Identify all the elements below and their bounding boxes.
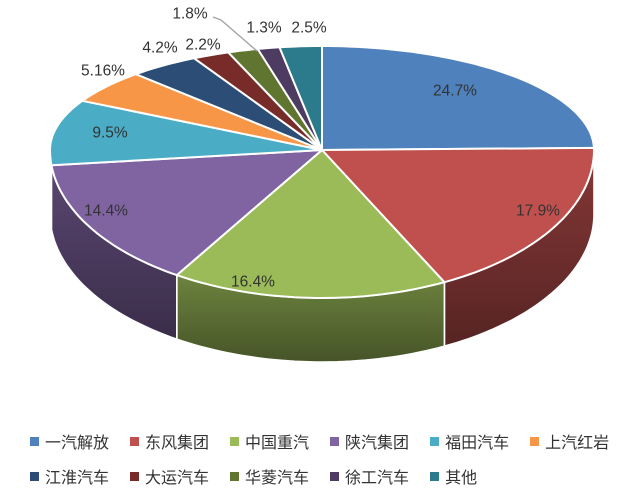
legend-swatch-icon	[130, 471, 140, 481]
legend-label: 一汽解放	[45, 435, 110, 452]
legend-swatch-icon	[230, 471, 240, 481]
data-label-8: 1.8%	[172, 5, 208, 22]
data-label-7: 2.2%	[185, 36, 221, 53]
pie-slice-2	[175, 149, 446, 299]
legend-item-0: 一汽解放	[30, 429, 109, 453]
legend-item-1: 东风集团	[130, 429, 209, 453]
data-label-3: 14.4%	[84, 202, 128, 219]
chart-legend: 一汽解放 东风集团 中国重汽 陕汽集团 福田汽车 上汽红岩江淮汽车 大运汽车 华菱汽车 徐工汽车…	[30, 429, 638, 497]
legend-label: 华菱汽车	[245, 470, 310, 487]
legend-swatch-icon	[30, 471, 39, 481]
legend-swatch-icon	[130, 436, 140, 446]
leader-line	[212, 16, 258, 52]
pie-slice-6	[134, 57, 323, 151]
legend-label: 其他	[445, 470, 478, 487]
legend-item-10: 其他	[430, 464, 477, 488]
data-label-1: 17.9%	[516, 202, 560, 219]
legend-swatch-icon	[430, 436, 440, 446]
pie-slice-10	[278, 45, 323, 151]
legend-label: 中国重汽	[245, 435, 310, 452]
legend-swatch-icon	[530, 436, 540, 446]
pie-slice-0	[321, 45, 595, 151]
pie-data-labels: 24.7% 17.9% 16.4% 14.4% 9.5% 5.16% 4.2% 2.2% 1.8…	[81, 5, 560, 290]
data-label-0: 24.7%	[433, 82, 477, 99]
legend-label: 徐工汽车	[345, 470, 410, 487]
legend-row-2: 江淮汽车 大运汽车 华菱汽车 徐工汽车 其他	[30, 464, 638, 488]
pie-slice-5	[81, 73, 323, 151]
legend-label: 福田汽车	[445, 435, 510, 452]
legend-swatch-icon	[430, 471, 440, 481]
data-label-2: 16.4%	[231, 273, 275, 290]
pie-top-slices	[49, 45, 595, 299]
pie-3d-canvas: 24.7% 17.9% 16.4% 14.4% 9.5% 5.16% 4.2% 2.2% 1.8…	[49, 5, 595, 363]
legend-swatch-icon	[330, 471, 340, 481]
pie-slice-3	[50, 149, 323, 277]
legend-item-8: 华菱汽车	[230, 464, 309, 488]
pie-slice-1	[321, 146, 595, 284]
data-label-10: 2.5%	[291, 19, 327, 36]
legend-label: 江淮汽车	[45, 470, 110, 487]
legend-row-1: 一汽解放 东风集团 中国重汽 陕汽集团 福田汽车 上汽红岩	[30, 429, 638, 453]
pie-slice-4	[49, 99, 323, 167]
data-label-6: 4.2%	[142, 39, 178, 56]
legend-swatch-icon	[330, 436, 340, 446]
legend-label: 上汽红岩	[545, 435, 610, 452]
data-label-4: 9.5%	[92, 124, 128, 141]
legend-label: 大运汽车	[145, 470, 210, 487]
legend-item-9: 徐工汽车	[330, 464, 409, 488]
legend-swatch-icon	[30, 436, 39, 446]
pie-side-walls	[49, 149, 595, 363]
legend-label: 东风集团	[145, 435, 210, 452]
legend-item-5: 上汽红岩	[530, 429, 609, 453]
legend-item-7: 大运汽车	[130, 464, 209, 488]
legend-swatch-icon	[230, 436, 240, 446]
data-label-5: 5.16%	[81, 62, 125, 79]
legend-label: 陕汽集团	[345, 435, 410, 452]
pie-slice-7	[193, 51, 323, 151]
legend-item-2: 中国重汽	[230, 429, 309, 453]
data-label-9: 1.3%	[246, 19, 282, 36]
legend-item-3: 陕汽集团	[330, 429, 409, 453]
legend-item-6: 江淮汽车	[30, 464, 109, 488]
legend-item-4: 福田汽车	[430, 429, 509, 453]
